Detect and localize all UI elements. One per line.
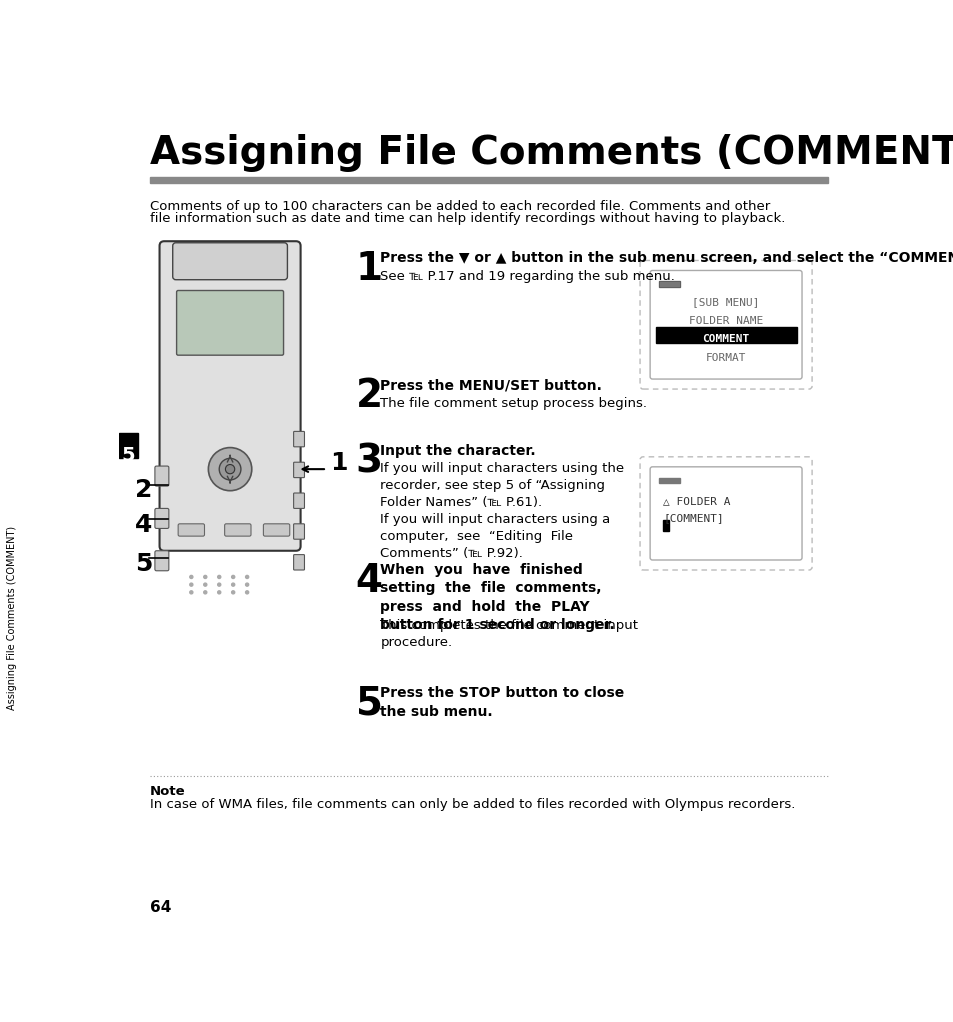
FancyBboxPatch shape (649, 467, 801, 560)
Bar (119, 433, 137, 458)
FancyBboxPatch shape (294, 431, 304, 447)
Circle shape (217, 575, 220, 578)
Text: 1: 1 (330, 451, 347, 475)
Circle shape (204, 591, 207, 594)
FancyBboxPatch shape (294, 493, 304, 508)
Text: When  you  have  finished
setting  the  file  comments,
press  and  hold  the  P: When you have finished setting the file … (380, 563, 615, 633)
Circle shape (190, 591, 193, 594)
Circle shape (204, 575, 207, 578)
Text: 1: 1 (355, 249, 382, 287)
Text: 4: 4 (134, 513, 152, 537)
FancyBboxPatch shape (649, 271, 801, 379)
Text: Assigning File Comments (COMMENT): Assigning File Comments (COMMENT) (150, 134, 953, 172)
FancyBboxPatch shape (154, 466, 169, 486)
Bar (655, 327, 796, 342)
FancyBboxPatch shape (176, 290, 283, 356)
Text: FOLDER NAME: FOLDER NAME (688, 316, 762, 326)
Text: Press the ▼ or ▲ button in the sub menu screen, and select the “COMMENT”.: Press the ▼ or ▲ button in the sub menu … (380, 251, 953, 266)
FancyBboxPatch shape (294, 524, 304, 540)
Circle shape (208, 448, 252, 491)
Circle shape (219, 458, 241, 480)
Text: 5: 5 (122, 446, 135, 465)
Text: Input the character.: Input the character. (380, 444, 536, 458)
Text: 64: 64 (150, 900, 172, 916)
Circle shape (232, 591, 234, 594)
Text: 2: 2 (134, 478, 152, 503)
Circle shape (190, 584, 193, 587)
Text: Press the MENU/SET button.: Press the MENU/SET button. (380, 378, 601, 392)
Circle shape (245, 591, 249, 594)
Text: This completes the file comment input
procedure.: This completes the file comment input pr… (380, 618, 638, 649)
Text: [SUB MENU]: [SUB MENU] (692, 297, 759, 308)
Text: 2: 2 (355, 377, 382, 415)
FancyBboxPatch shape (294, 462, 304, 477)
Bar (662, 520, 668, 530)
Text: 4: 4 (355, 561, 382, 600)
FancyBboxPatch shape (178, 524, 204, 537)
FancyBboxPatch shape (224, 524, 251, 537)
FancyBboxPatch shape (159, 241, 300, 551)
FancyBboxPatch shape (263, 524, 290, 537)
Bar (658, 281, 679, 286)
Circle shape (217, 584, 220, 587)
Circle shape (245, 575, 249, 578)
Bar (658, 281, 679, 286)
Text: Note: Note (150, 785, 186, 798)
Text: file information such as date and time can help identify recordings without havi: file information such as date and time c… (150, 212, 785, 225)
Text: See ℡ P.17 and 19 regarding the sub menu.: See ℡ P.17 and 19 regarding the sub menu… (380, 270, 675, 283)
Circle shape (232, 584, 234, 587)
FancyBboxPatch shape (172, 243, 287, 280)
Circle shape (225, 465, 234, 474)
Text: Assigning File Comments (COMMENT): Assigning File Comments (COMMENT) (8, 526, 17, 710)
Text: 5: 5 (355, 685, 382, 723)
Text: COMMENT: COMMENT (701, 334, 749, 344)
FancyBboxPatch shape (154, 551, 169, 570)
Text: 5: 5 (134, 552, 152, 575)
Text: 3: 3 (355, 443, 382, 480)
Text: FORMAT: FORMAT (705, 353, 745, 363)
Circle shape (204, 584, 207, 587)
Text: If you will input characters using the
recorder, see step 5 of “Assigning
Folder: If you will input characters using the r… (380, 462, 624, 560)
Bar (658, 477, 679, 483)
Text: [COMMENT]: [COMMENT] (662, 513, 723, 523)
Circle shape (190, 575, 193, 578)
Bar (150, 177, 827, 183)
Text: In case of WMA files, file comments can only be added to files recorded with Oly: In case of WMA files, file comments can … (150, 798, 795, 810)
Text: Comments of up to 100 characters can be added to each recorded file. Comments an: Comments of up to 100 characters can be … (150, 199, 770, 213)
Text: Press the STOP button to close
the sub menu.: Press the STOP button to close the sub m… (380, 687, 624, 718)
Text: △ FOLDER A: △ FOLDER A (662, 496, 730, 506)
FancyBboxPatch shape (294, 555, 304, 570)
FancyBboxPatch shape (154, 508, 169, 528)
Circle shape (232, 575, 234, 578)
Circle shape (245, 584, 249, 587)
Circle shape (217, 591, 220, 594)
Text: The file comment setup process begins.: The file comment setup process begins. (380, 397, 647, 410)
